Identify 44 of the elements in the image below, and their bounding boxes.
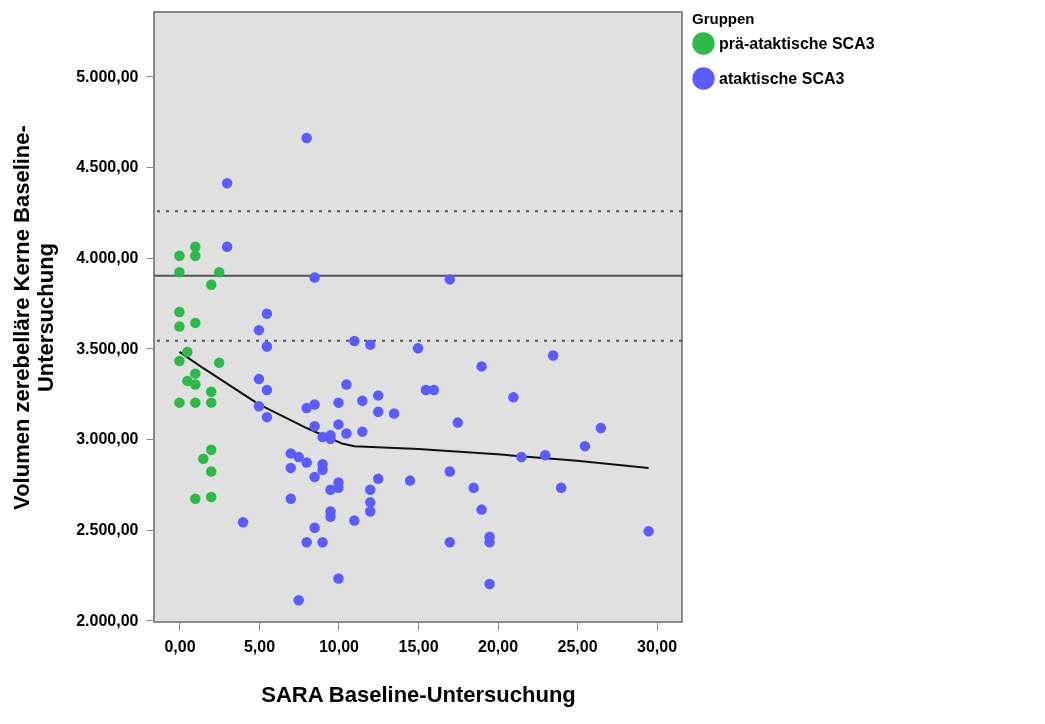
point: [182, 346, 193, 358]
y-tick-label: 3.500,00: [76, 339, 139, 357]
legend-title: Gruppen: [692, 10, 755, 27]
point: [206, 386, 217, 398]
x-tick-label: 25,00: [557, 637, 598, 655]
y-tick-label: 5.000,00: [76, 67, 139, 85]
x-tick-label: 20,00: [477, 637, 519, 655]
point: [213, 357, 225, 369]
x-tick-label: 15,00: [398, 637, 439, 655]
line-series: [178, 350, 650, 469]
y-tick-label: 4.000,00: [76, 249, 139, 267]
point: [174, 306, 185, 318]
point: [190, 368, 201, 379]
point: [206, 491, 217, 503]
point: [190, 397, 201, 408]
point: [174, 266, 185, 278]
x-tick-label: 30,00: [637, 637, 678, 655]
point: [190, 379, 201, 390]
point: [174, 250, 185, 262]
y-axis-title: Volumen zerebelläre Kerne Baseline-Untersuchung: [9, 125, 59, 510]
point: [198, 453, 209, 465]
point: [206, 279, 217, 291]
point: [174, 321, 185, 332]
point: [174, 355, 185, 367]
point: [206, 444, 217, 456]
point: [206, 397, 217, 408]
y-tick-label: 3.000,00: [76, 430, 139, 448]
x-axis-title: SARA Baseline-Untersuchung: [261, 681, 576, 707]
y-tick-label: 2.000,00: [76, 611, 139, 629]
x-tick-label: 5,00: [243, 637, 276, 655]
point: [190, 241, 201, 252]
x-tick-label: 0,00: [164, 637, 196, 655]
x-tick-label: 10,00: [318, 637, 360, 655]
point: [190, 493, 201, 504]
point: [190, 250, 201, 262]
point: [182, 375, 193, 387]
point: [190, 317, 201, 329]
y-tick-label: 2.500,00: [76, 521, 139, 539]
legend-label: ataktische SCA3: [719, 69, 845, 87]
point: [206, 466, 217, 477]
y-tick-label: 4.500,00: [76, 158, 139, 176]
point: [174, 397, 185, 408]
point: [213, 266, 225, 278]
legend-label: prä-ataktische SCA3: [719, 34, 875, 52]
